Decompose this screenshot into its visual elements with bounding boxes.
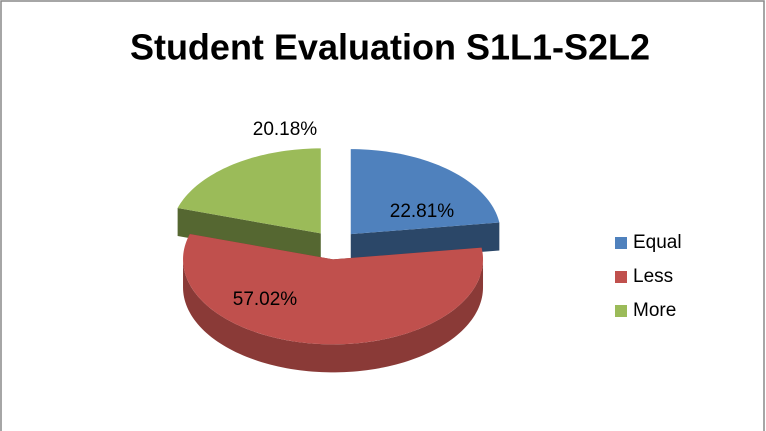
slice: [183, 233, 484, 345]
slice: [350, 149, 500, 235]
legend-swatch: [615, 271, 627, 283]
slice-side: [183, 259, 484, 373]
legend-label: More: [633, 300, 676, 321]
chart-title: Student Evaluation S1L1-S2L2: [130, 27, 650, 68]
data-label: 20.18%: [253, 119, 318, 140]
legend-swatch: [615, 305, 627, 317]
legend-swatch: [615, 237, 627, 249]
data-label: 22.81%: [390, 201, 455, 222]
legend-label: Equal: [633, 232, 682, 253]
slice: [177, 148, 321, 234]
data-label: 57.02%: [233, 289, 298, 310]
legend-label: Less: [633, 266, 673, 287]
slice-wall: [177, 208, 321, 262]
